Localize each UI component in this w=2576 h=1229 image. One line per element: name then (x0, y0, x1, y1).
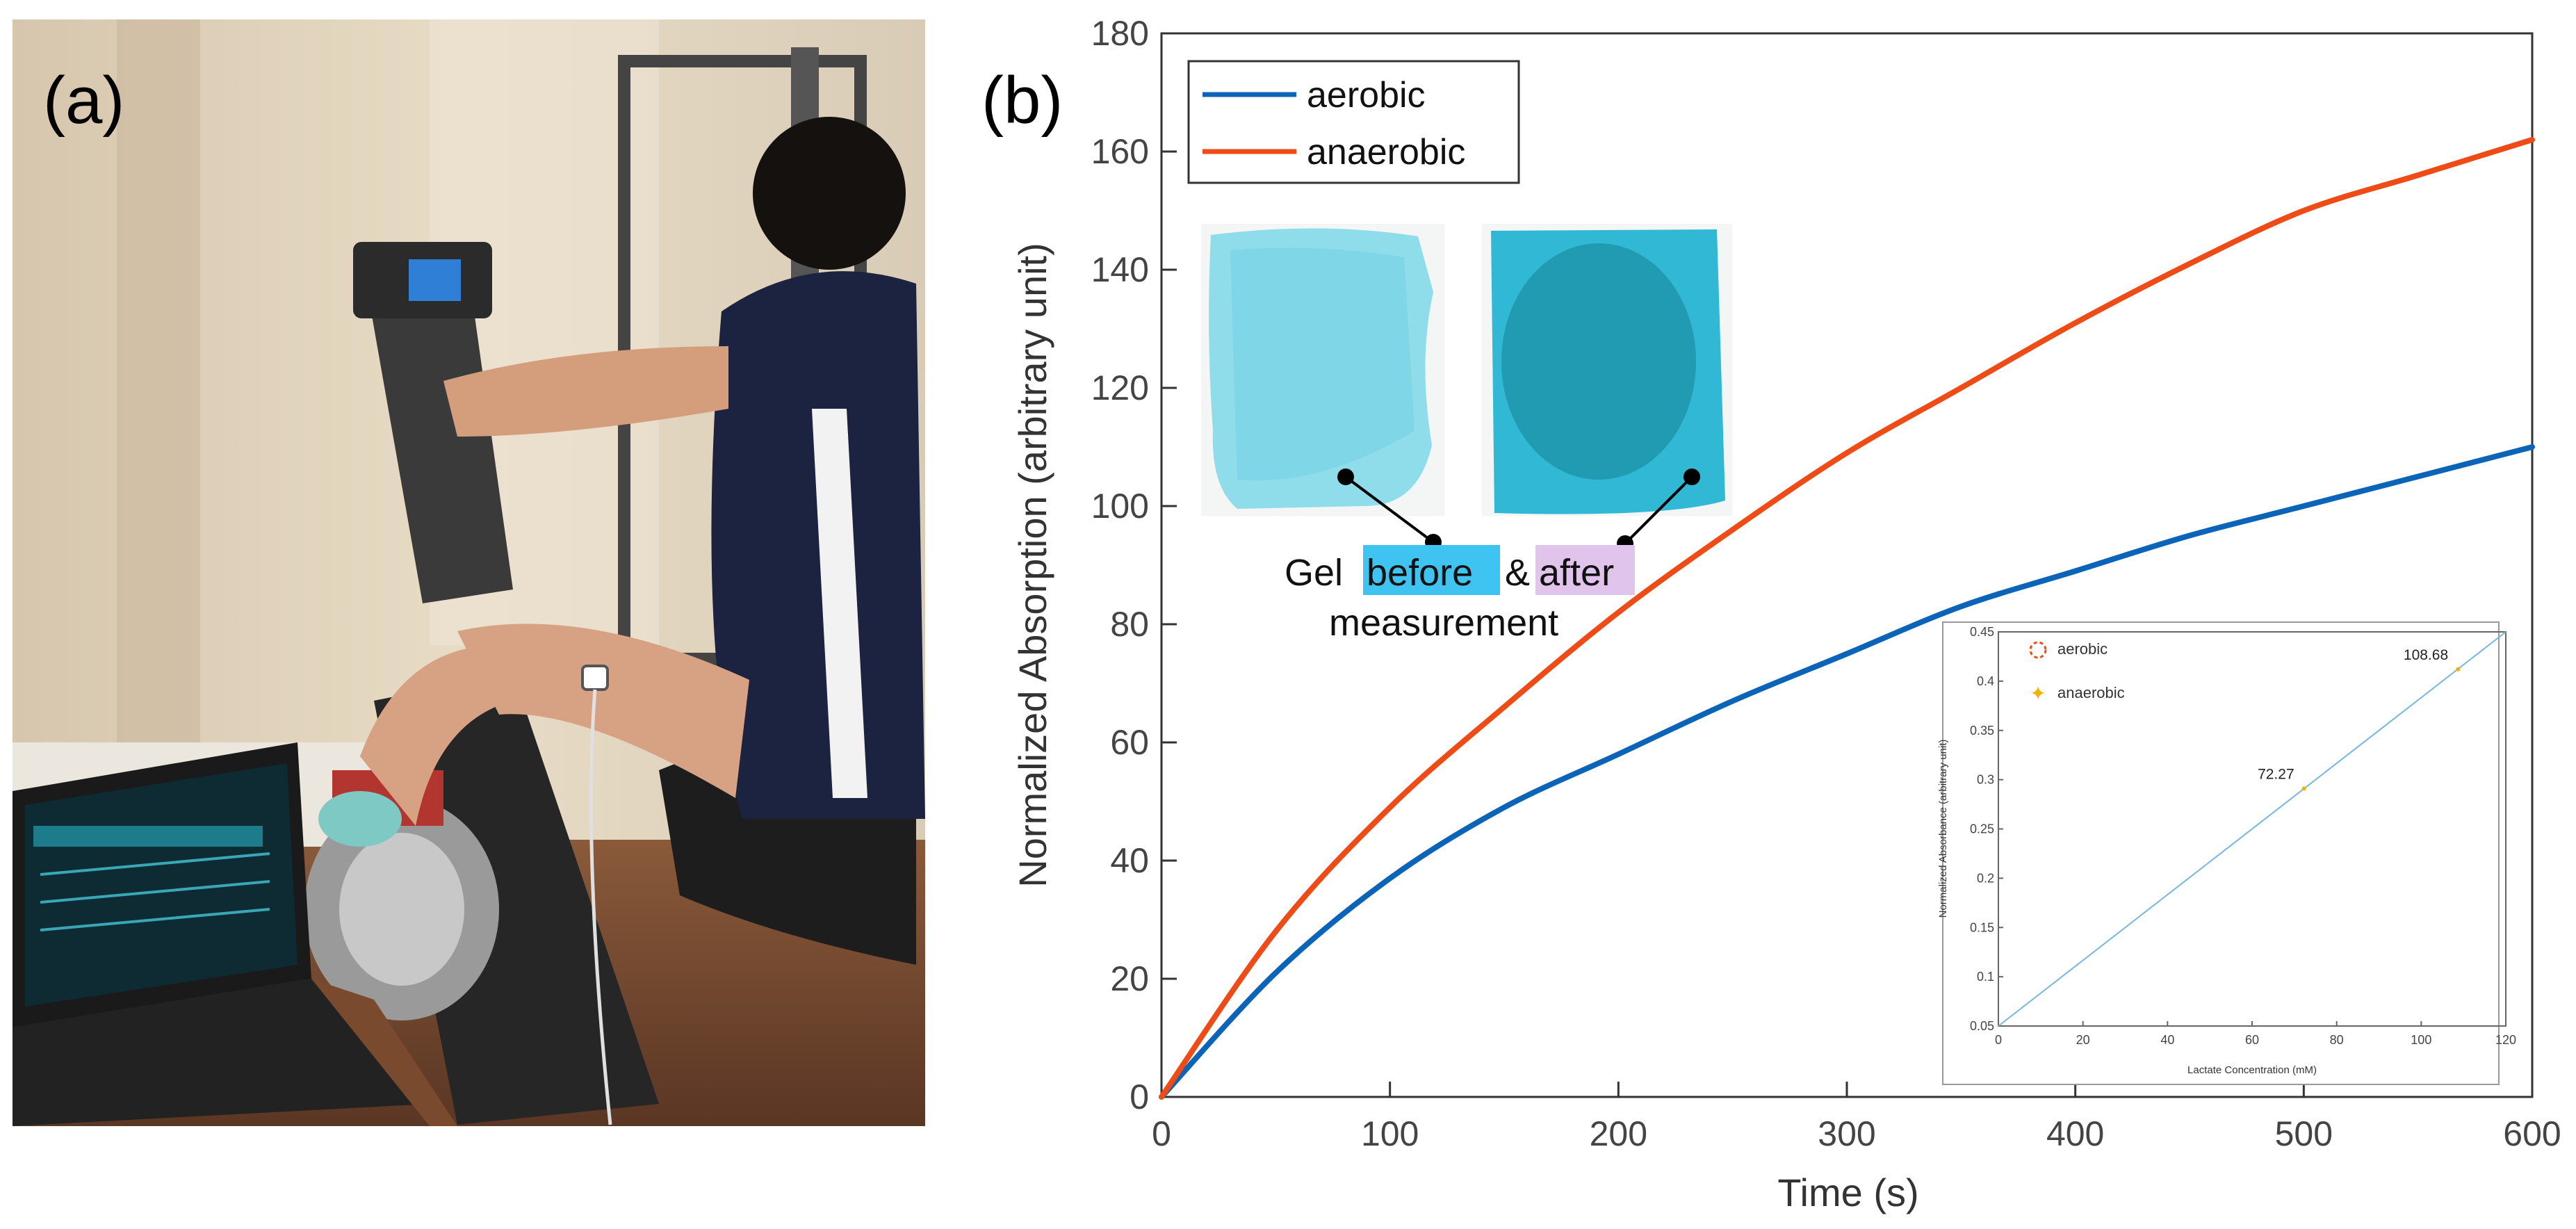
panel-label-b: (b) (981, 63, 1063, 138)
annotation-measurement: measurement (1329, 602, 1558, 644)
inset-data-point (2301, 786, 2306, 791)
main-y-tick-label: 40 (1110, 841, 1149, 880)
main-y-axis-label: Normalized Absorption (arbitrary unit) (1011, 243, 1054, 887)
legend-label-aerobic: aerobic (1307, 75, 1426, 115)
main-x-tick-label: 300 (1818, 1114, 1875, 1153)
inset-chart: 0.05 0.1 0.15 0.2 0.25 0.3 0.35 0.4 0.45 0 20 40 60… (1937, 621, 2516, 1085)
inset-y-tick-label: 0.15 (1970, 920, 1994, 934)
inset-y-tick-label: 0.2 (1977, 871, 1994, 885)
main-y-tick-label: 0 (1130, 1077, 1149, 1116)
main-series-group (1159, 137, 2535, 1100)
exercise-bike-photo (13, 19, 925, 1126)
main-y-tick-label: 180 (1091, 14, 1149, 53)
gel-after-photo (1482, 224, 1732, 516)
main-legend: aerobic anaerobic (1187, 60, 1520, 184)
after-highlight (1535, 545, 1635, 595)
main-x-ticks: 0 100 200 300 400 500 600 (1152, 1082, 2561, 1153)
inset-y-tick-label: 0.4 (1977, 674, 1994, 688)
inset-data-label: 72.27 (2258, 766, 2294, 782)
inset-x-tick-label: 0 (1995, 1033, 2002, 1047)
gel-before-photo (1201, 224, 1444, 516)
inset-x-tick-label: 40 (2160, 1033, 2174, 1047)
main-x-tick-label: 200 (1590, 1114, 1647, 1153)
inset-legend: aerobic ✦ anaerobic (2029, 640, 2125, 704)
main-y-tick-label: 140 (1091, 250, 1149, 289)
main-x-tick-label: 600 (2503, 1114, 2561, 1153)
main-x-axis-label: Time (s) (1777, 1171, 1918, 1214)
inset-x-tick-label: 20 (2076, 1033, 2090, 1047)
inset-series-group (1998, 631, 2506, 1027)
main-y-tick-label: 80 (1110, 605, 1149, 644)
annotation-gel: Gel (1285, 552, 1343, 594)
inset-y-tick-label: 0.35 (1970, 724, 1994, 738)
inset-legend-marker-anaerobic: ✦ (2030, 683, 2046, 704)
panel-label-a: (a) (43, 63, 125, 138)
series-line-anaerobic (1159, 137, 2535, 1100)
inset-data-point (2456, 667, 2461, 672)
inset-y-axis-label: Normalized Absorbance (arbitrary unit) (1937, 740, 1949, 918)
main-y-ticks: 0 20 40 60 80 100 120 140 160 180 (1091, 14, 1177, 1116)
gel-annotation-pointers (1337, 469, 1700, 552)
main-x-tick-label: 400 (2046, 1114, 2104, 1153)
before-highlight (1363, 545, 1500, 595)
legend-box (1187, 60, 1520, 184)
main-y-tick-label: 120 (1091, 368, 1149, 407)
inset-y-tick-label: 0.05 (1970, 1019, 1994, 1033)
inset-y-ticks: 0.05 0.1 0.15 0.2 0.25 0.3 0.35 0.4 0.45 (1970, 625, 2003, 1033)
main-x-tick-label: 100 (1361, 1114, 1419, 1153)
inset-x-axis-label: Lactate Concentration (mM) (2187, 1064, 2317, 1076)
annotation-after: after (1539, 552, 1614, 594)
inset-y-tick-label: 0.25 (1970, 822, 1994, 836)
inset-x-tick-label: 100 (2411, 1033, 2431, 1047)
main-x-tick-label: 0 (1152, 1114, 1171, 1153)
inset-annotations: 72.27 108.68 (2258, 647, 2461, 791)
gel-annotation-text: Gel before & after measurement (1285, 545, 1635, 644)
series-line-aerobic (1159, 444, 2535, 1100)
inset-legend-marker-aerobic (2029, 641, 2047, 659)
inset-legend-label-aerobic: aerobic (2057, 640, 2108, 658)
inset-y-tick-label: 0.1 (1977, 970, 1994, 984)
inset-legend-label-anaerobic: anaerobic (2057, 684, 2125, 701)
inset-calibration-line (1998, 631, 2506, 1027)
inset-x-ticks: 0 20 40 60 80 100 120 (1995, 1021, 2516, 1047)
inset-y-tick-label: 0.45 (1970, 625, 1994, 639)
main-y-tick-label: 20 (1110, 959, 1149, 998)
annotation-amp: & (1505, 552, 1530, 594)
inset-data-label: 108.68 (2404, 647, 2448, 663)
main-y-tick-label: 100 (1091, 487, 1149, 526)
main-y-tick-label: 160 (1091, 132, 1149, 171)
inset-x-tick-label: 120 (2495, 1033, 2516, 1047)
annotation-before: before (1367, 552, 1473, 594)
main-x-tick-label: 500 (2275, 1114, 2333, 1153)
main-y-tick-label: 60 (1110, 723, 1149, 762)
inset-x-tick-label: 60 (2245, 1033, 2259, 1047)
legend-label-anaerobic: anaerobic (1307, 132, 1465, 172)
inset-y-tick-label: 0.3 (1977, 773, 1994, 787)
exercise-bike-photo-icon (13, 19, 925, 1126)
inset-x-tick-label: 80 (2330, 1033, 2344, 1047)
